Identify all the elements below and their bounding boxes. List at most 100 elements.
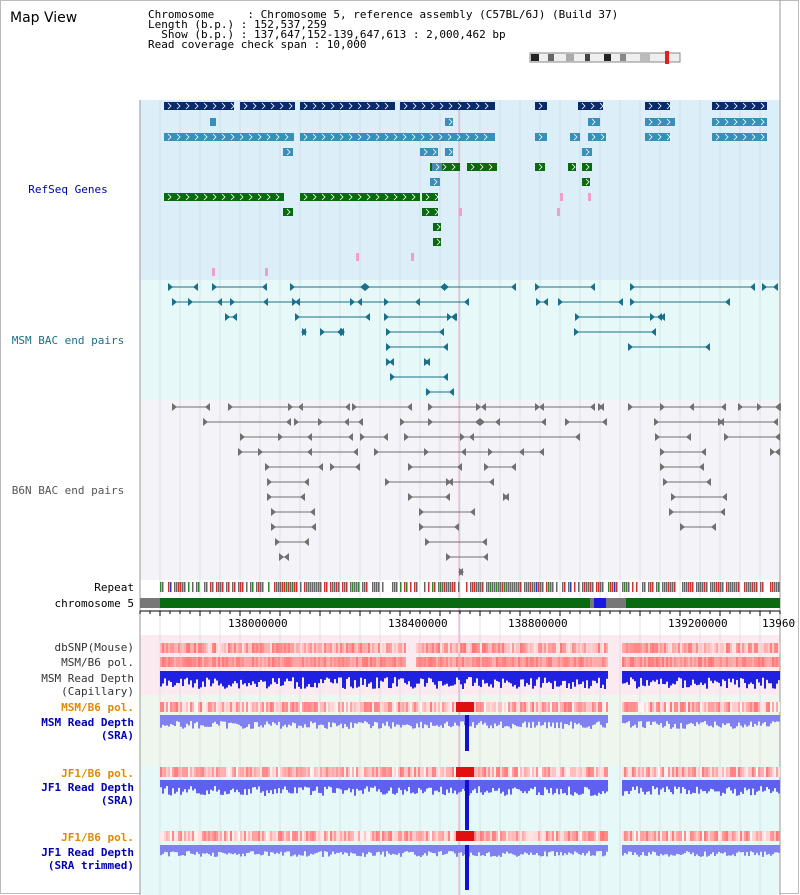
heat-cell — [738, 657, 740, 667]
heat-cell — [642, 767, 644, 777]
heat-cell — [224, 702, 226, 712]
heat-cell — [214, 767, 216, 777]
depth-bar — [764, 845, 766, 852]
depth-bar — [714, 715, 716, 722]
heat-cell — [752, 767, 754, 777]
heat-cell — [336, 831, 338, 841]
gene-arrow — [456, 133, 461, 141]
heat-cell — [284, 702, 286, 712]
heat-cell — [492, 643, 494, 653]
heat-cell — [250, 702, 252, 712]
depth-bar — [278, 671, 280, 679]
depth-bar — [684, 671, 686, 681]
repeat-mark — [294, 582, 296, 592]
heat-cell — [560, 831, 562, 841]
heat-cell — [538, 702, 540, 712]
repeat-mark — [438, 582, 440, 592]
depth-bar — [392, 845, 394, 854]
heat-cell — [736, 767, 738, 777]
bac-end — [558, 298, 563, 306]
depth-bar — [296, 671, 298, 683]
depth-bar — [318, 780, 320, 793]
depth-bar — [728, 715, 730, 724]
heat-cell — [384, 831, 386, 841]
repeat-mark — [404, 582, 406, 592]
heat-cell — [252, 831, 254, 841]
depth-bar — [250, 715, 252, 729]
depth-bar — [574, 671, 576, 687]
heat-cell — [640, 657, 642, 667]
depth-bar — [340, 845, 342, 852]
depth-bar — [550, 715, 552, 727]
heat-cell — [328, 767, 330, 777]
depth-bar — [622, 671, 624, 684]
heat-cell — [356, 702, 358, 712]
heat-cell — [280, 657, 282, 667]
heat-cell — [292, 767, 294, 777]
heat-cell — [552, 643, 554, 653]
heat-cell — [508, 767, 510, 777]
depth-bar — [284, 715, 286, 725]
depth-bar — [286, 780, 288, 790]
heat-cell — [262, 643, 264, 653]
bac-end — [439, 328, 444, 336]
heat-cell — [400, 831, 402, 841]
depth-bar — [292, 845, 294, 856]
heat-cell — [762, 643, 764, 653]
depth-bar — [516, 780, 518, 789]
heat-cell — [218, 831, 220, 841]
heat-cell — [572, 767, 574, 777]
heat-cell — [332, 643, 334, 653]
depth-bar — [744, 671, 746, 683]
depth-bar — [164, 671, 166, 679]
depth-bar — [666, 780, 668, 787]
depth-bar — [304, 780, 306, 787]
heat-cell — [314, 643, 316, 653]
heat-cell — [180, 702, 182, 712]
heat-cell — [664, 643, 666, 653]
heat-cell — [176, 767, 178, 777]
depth-bar — [252, 715, 254, 729]
depth-bar — [640, 671, 642, 678]
depth-bar — [598, 671, 600, 678]
track-label-b6n-bac[interactable]: B6N BAC end pairs — [11, 484, 125, 497]
heat-cell — [440, 767, 442, 777]
depth-bar — [382, 715, 384, 724]
repeat-mark — [454, 582, 456, 592]
depth-bar — [604, 845, 606, 856]
depth-bar — [258, 671, 260, 683]
depth-bar — [420, 715, 422, 722]
depth-bar — [770, 780, 772, 794]
heat-cell — [598, 657, 600, 667]
heat-cell — [524, 702, 526, 712]
depth-bar — [654, 845, 656, 853]
depth-bar — [650, 715, 652, 726]
heat-cell — [364, 643, 366, 653]
heat-cell — [496, 657, 498, 667]
depth-bar — [602, 671, 604, 685]
heat-cell — [288, 702, 290, 712]
heat-cell — [276, 657, 278, 667]
heat-cell — [528, 767, 530, 777]
track-label-refseq[interactable]: RefSeq Genes — [28, 183, 108, 196]
gene-bar — [582, 163, 592, 171]
heat-cell — [596, 643, 598, 653]
depth-bar — [236, 780, 238, 790]
heat-cell — [372, 643, 374, 653]
heat-cell — [518, 657, 520, 667]
repeat-mark — [540, 582, 542, 592]
heat-cell — [282, 657, 284, 667]
depth-bar — [168, 780, 170, 795]
track-label-msm-bac[interactable]: MSM BAC end pairs — [11, 334, 125, 347]
depth-bar — [550, 780, 552, 788]
depth-bar — [310, 780, 312, 795]
bac-end — [504, 493, 509, 501]
repeat-mark — [744, 582, 746, 592]
depth-bar — [520, 780, 522, 791]
heat-cell — [760, 767, 762, 777]
gene-bar — [300, 193, 420, 201]
depth-bar — [278, 715, 280, 722]
chromosome-highlight — [594, 598, 606, 608]
repeat-mark — [222, 582, 224, 592]
depth-bar — [662, 845, 664, 856]
